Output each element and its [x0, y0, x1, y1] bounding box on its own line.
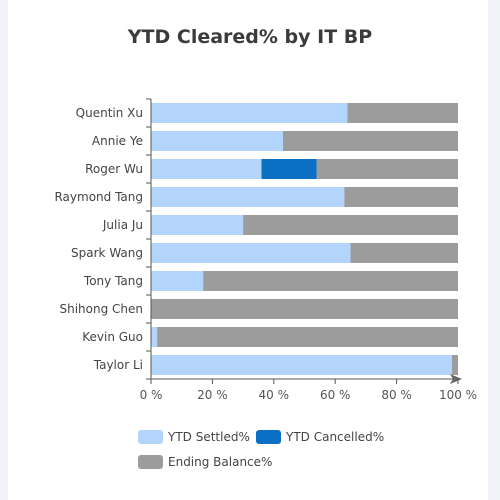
bar-segment[interactable]: [203, 271, 458, 291]
legend-item[interactable]: Ending Balance%: [138, 455, 272, 469]
x-tick-label: 0 %: [140, 388, 163, 402]
x-tick-label: 100 %: [439, 388, 477, 402]
category-label: Raymond Tang: [54, 190, 143, 204]
bar-segment[interactable]: [151, 243, 351, 263]
legend-label: Ending Balance%: [168, 455, 273, 469]
bar-segment[interactable]: [451, 355, 458, 375]
category-label: Spark Wang: [71, 246, 143, 260]
legend-swatch: [138, 430, 163, 444]
legend-swatch: [138, 455, 163, 469]
bar-segment[interactable]: [151, 159, 262, 179]
x-tick-label: 20 %: [197, 388, 228, 402]
chart-title: YTD Cleared% by IT BP: [127, 26, 373, 48]
bar-segment[interactable]: [151, 131, 284, 151]
x-tick-label: 60 %: [320, 388, 351, 402]
bar-segment[interactable]: [350, 243, 458, 263]
category-label: Quentin Xu: [76, 106, 143, 120]
bar-segment[interactable]: [151, 271, 204, 291]
x-tick-label: 80 %: [381, 388, 412, 402]
category-label: Taylor Li: [93, 358, 143, 372]
category-label: Julia Ju: [102, 218, 143, 232]
bar-segment[interactable]: [344, 187, 458, 207]
x-tick-label: 40 %: [259, 388, 290, 402]
category-label: Shihong Chen: [59, 302, 143, 316]
bar-segment[interactable]: [151, 327, 158, 347]
x-axis-arrow-icon: [450, 374, 462, 384]
legend-item[interactable]: YTD Cancelled%: [256, 430, 384, 444]
legend-swatch: [256, 430, 281, 444]
category-label: Kevin Guo: [82, 330, 143, 344]
axes: [146, 98, 462, 384]
legend-label: YTD Settled%: [168, 430, 250, 444]
bar-segment[interactable]: [151, 299, 458, 319]
bar-chart: Quentin Xu Annie Ye Roger Wu Raymond Tang Ju…: [54, 98, 477, 402]
bar-segment[interactable]: [243, 215, 458, 235]
bar-segment[interactable]: [151, 355, 452, 375]
category-labels: Quentin Xu Annie Ye Roger Wu Raymond Tang Ju…: [54, 106, 143, 372]
bar-segment[interactable]: [157, 327, 458, 347]
legend-label: YTD Cancelled%: [286, 430, 385, 444]
bar-segment[interactable]: [261, 159, 317, 179]
bar-segment[interactable]: [316, 159, 458, 179]
bar-segment[interactable]: [151, 215, 244, 235]
category-label: Tony Tang: [83, 274, 143, 288]
category-label: Annie Ye: [92, 134, 143, 148]
category-label: Roger Wu: [85, 162, 143, 176]
bar-segment[interactable]: [151, 187, 345, 207]
bar-segment[interactable]: [347, 103, 458, 123]
legend-item[interactable]: YTD Settled%: [138, 430, 250, 444]
bars: [151, 103, 458, 375]
bar-segment[interactable]: [151, 103, 348, 123]
bar-segment[interactable]: [283, 131, 458, 151]
tick-labels: 0 % 20 % 40 % 60 % 80 % 100 %: [140, 388, 477, 402]
